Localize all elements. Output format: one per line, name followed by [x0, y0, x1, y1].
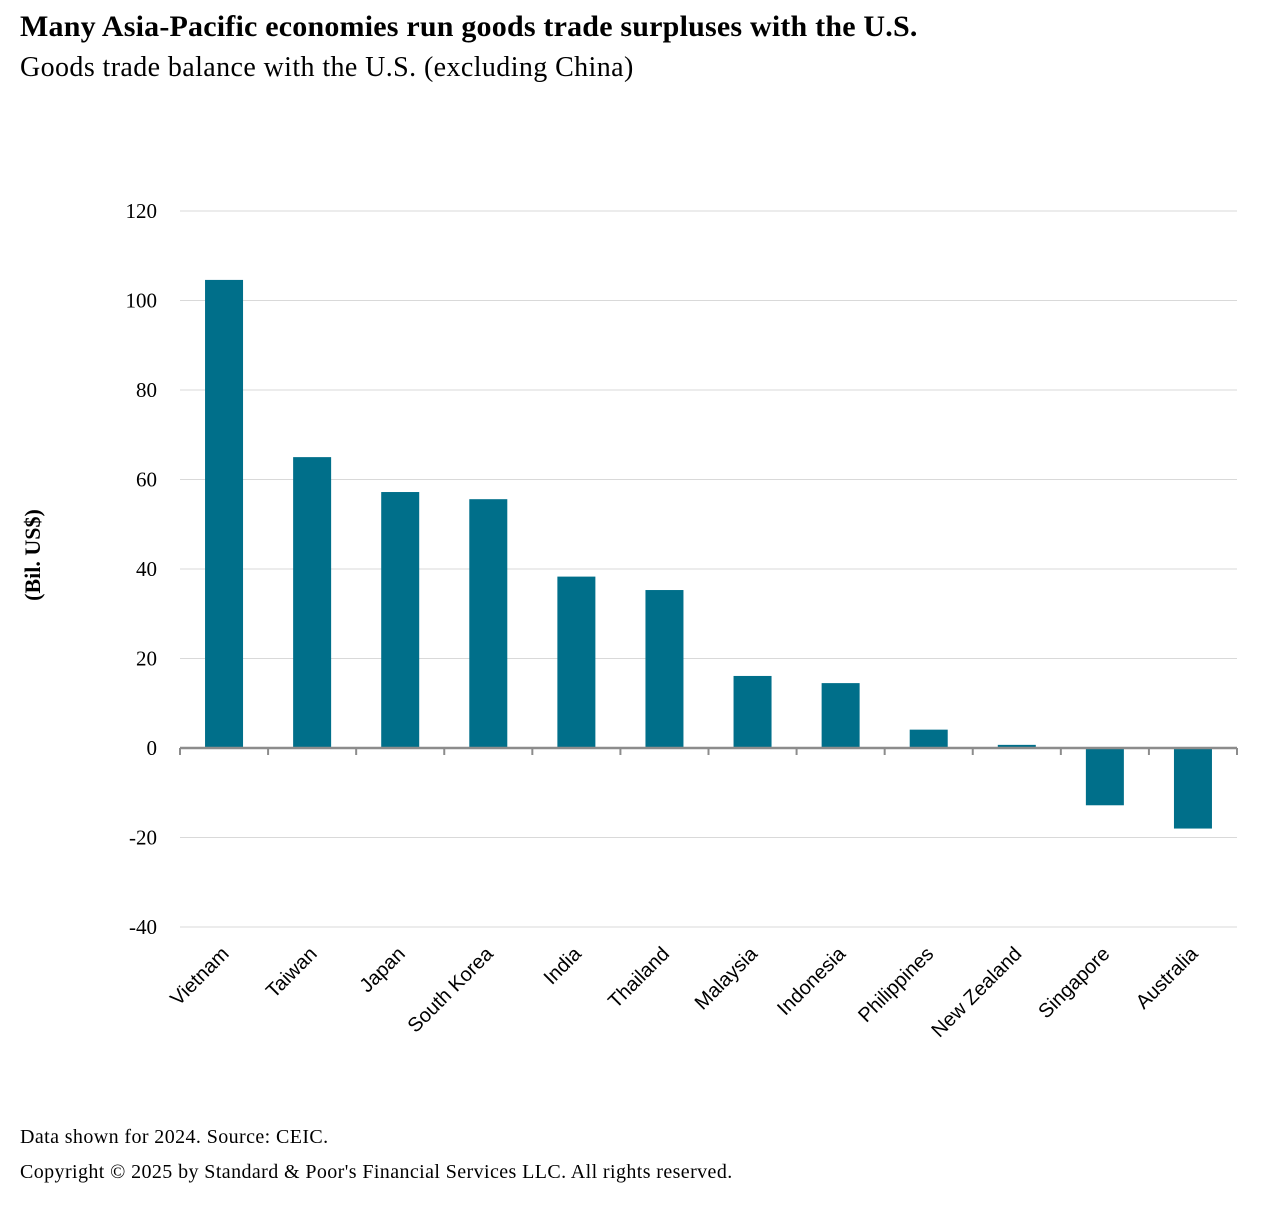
y-tick-label: 40: [136, 557, 157, 581]
gridlines: [180, 210, 1237, 928]
y-tick-label: 100: [126, 289, 158, 313]
bars: [205, 279, 1212, 829]
source-note: Data shown for 2024. Source: CEIC.: [20, 1126, 329, 1148]
bar-malaysia: [733, 675, 772, 748]
x-tick-label: South Korea: [404, 942, 499, 1037]
x-axis: [179, 746, 1238, 755]
x-tick-label: Malaysia: [691, 942, 763, 1014]
chart-subtitle: Goods trade balance with the U.S. (exclu…: [20, 52, 634, 83]
x-tick-label: Indonesia: [773, 942, 851, 1020]
bar-australia: [1173, 748, 1212, 829]
x-tick-label: Taiwan: [262, 943, 322, 1003]
bar-indonesia: [821, 683, 860, 748]
bar-new-zealand: [997, 744, 1036, 748]
y-tick-label: 80: [136, 378, 157, 402]
bar-singapore: [1085, 748, 1124, 806]
y-tick-labels: 120 100 80 60 40 20 0 -20 -40: [126, 199, 158, 939]
x-tick-label: New Zealand: [927, 943, 1026, 1042]
x-tick-label: Thailand: [604, 943, 674, 1013]
x-tick-label: India: [540, 942, 587, 989]
bar-south-korea: [469, 499, 508, 748]
y-tick-label: -20: [129, 826, 157, 850]
chart-title: Many Asia-Pacific economies run goods tr…: [20, 10, 918, 43]
bar-india: [557, 576, 596, 748]
copyright-note: Copyright © 2025 by Standard & Poor's Fi…: [20, 1161, 733, 1183]
x-tick-label: Philippines: [854, 943, 938, 1027]
x-tick-label: Japan: [356, 943, 410, 997]
x-tick-label: Singapore: [1034, 943, 1114, 1023]
bar-japan: [381, 492, 420, 748]
y-tick-label: 120: [126, 199, 158, 223]
bar-philippines: [909, 729, 948, 748]
y-tick-label: 60: [136, 468, 157, 492]
y-tick-label: 0: [147, 736, 158, 760]
bar-thailand: [645, 590, 684, 748]
x-tick-label: Australia: [1132, 942, 1203, 1013]
bar-vietnam: [205, 279, 244, 748]
y-tick-label: 20: [136, 647, 157, 671]
y-tick-label: -40: [129, 915, 157, 939]
bar-chart: 120 100 80 60 40 20 0 -20 -40 Vietnam Taiwan Japan…: [20, 199, 1238, 1042]
x-tick-label: Vietnam: [166, 943, 233, 1010]
bar-taiwan: [293, 457, 332, 748]
y-axis-label: (Bil. US$): [20, 509, 45, 601]
